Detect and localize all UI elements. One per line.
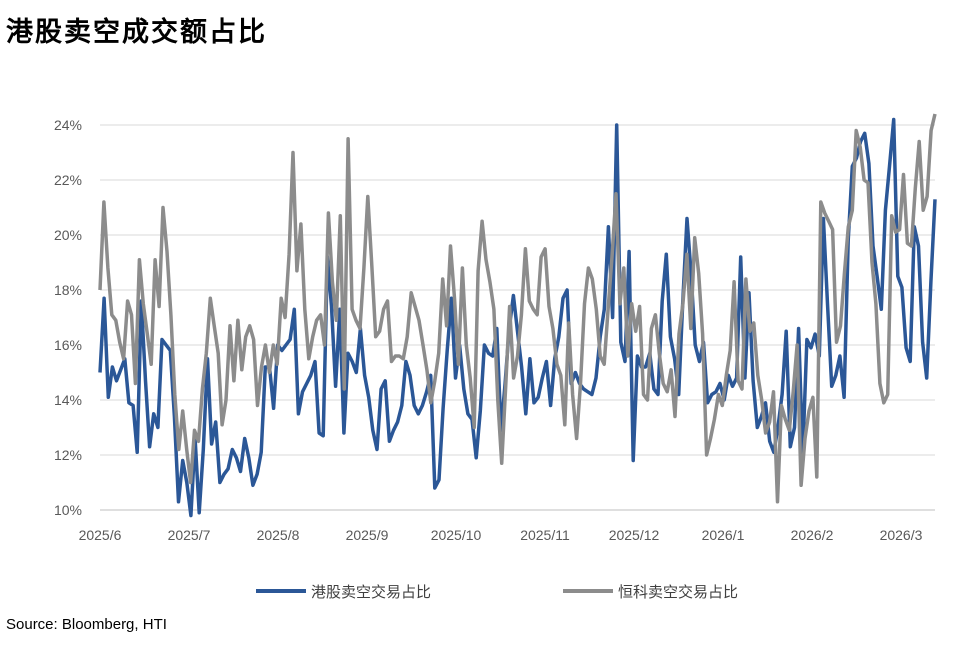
y-tick-label: 18% — [54, 282, 82, 298]
x-tick-label: 2025/11 — [520, 527, 570, 543]
x-tick-label: 2026/3 — [880, 527, 923, 543]
source-note: Source: Bloomberg, HTI — [6, 616, 167, 633]
y-tick-label: 24% — [54, 117, 82, 133]
x-tick-label: 2025/7 — [168, 527, 211, 543]
chart-title: 港股卖空成交额占比 — [6, 17, 267, 48]
y-tick-label: 10% — [54, 502, 82, 518]
x-tick-label: 2025/10 — [431, 527, 482, 543]
legend: 港股卖空交易占比 恒科卖空交易占比 — [256, 583, 738, 601]
x-tick-label: 2025/9 — [346, 527, 389, 543]
x-tick-label: 2026/2 — [791, 527, 834, 543]
x-tick-label: 2025/12 — [609, 527, 660, 543]
legend-label-hstech: 恒科卖空交易占比 — [618, 583, 738, 601]
series-line-hstech — [98, 113, 937, 504]
y-tick-label: 16% — [54, 337, 82, 353]
y-tick-label: 22% — [54, 172, 82, 188]
x-tick-label: 2026/1 — [702, 527, 745, 543]
x-tick-label: 2025/6 — [79, 527, 122, 543]
series-lines — [98, 113, 937, 518]
legend-label-hk: 港股卖空交易占比 — [311, 583, 431, 601]
series-line-hk — [98, 117, 937, 518]
y-axis-ticks: 10% 12% 14% 16% 18% 20% 22% 24% — [54, 117, 82, 518]
y-tick-label: 12% — [54, 447, 82, 463]
y-tick-label: 20% — [54, 227, 82, 243]
x-tick-label: 2025/8 — [257, 527, 300, 543]
y-tick-label: 14% — [54, 392, 82, 408]
x-axis-ticks: 2025/6 2025/7 2025/8 2025/9 2025/10 2025/11 20… — [79, 527, 923, 543]
